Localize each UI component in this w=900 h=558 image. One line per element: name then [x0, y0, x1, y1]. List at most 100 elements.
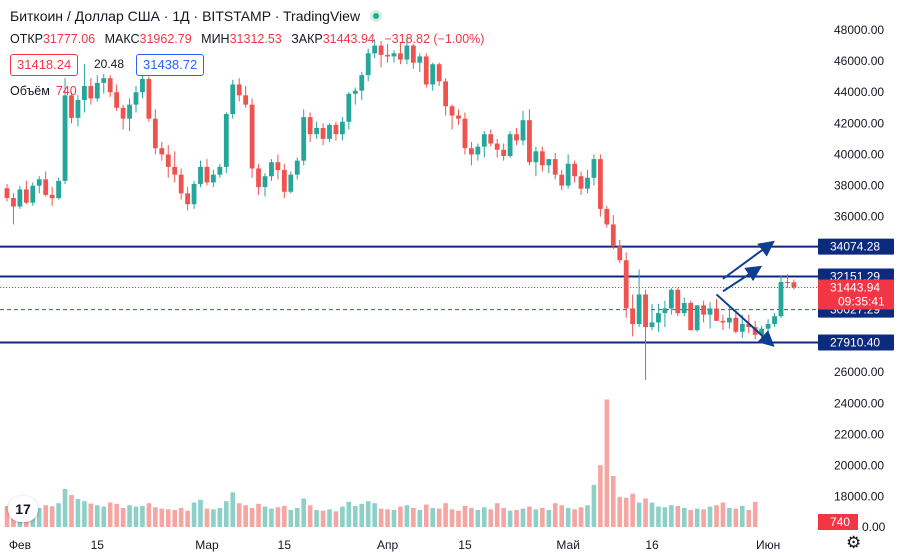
- volume-bar: [520, 508, 526, 527]
- volume-bar: [249, 507, 255, 527]
- y-tick-label: 38000.00: [834, 179, 884, 193]
- y-tick-label: 42000.00: [834, 116, 884, 130]
- buy-price-button[interactable]: 31438.72: [136, 54, 205, 76]
- level-price-tag: [818, 334, 894, 351]
- candle-body: [43, 179, 49, 195]
- volume-bar: [75, 499, 81, 527]
- candle-body: [101, 78, 107, 83]
- countdown-label: 09:35:41: [838, 295, 885, 309]
- sell-price-button[interactable]: 31418.24: [10, 54, 79, 76]
- candle-body: [585, 177, 590, 189]
- candle-body: [320, 127, 326, 139]
- candle-body: [559, 174, 565, 186]
- volume-bar: [365, 501, 371, 527]
- volume-bar: [675, 505, 681, 527]
- volume-bar: [578, 507, 584, 527]
- volume-bar: [740, 505, 745, 527]
- volume-bar: [417, 510, 423, 527]
- candle-body: [462, 118, 468, 149]
- candle-body: [636, 294, 642, 324]
- volume-bar: [185, 510, 190, 527]
- candle-body: [488, 134, 494, 144]
- candle-body: [30, 185, 36, 203]
- candle-body: [120, 107, 126, 119]
- candle-body: [281, 169, 287, 192]
- volume-bar: [488, 509, 494, 527]
- volume-bar: [752, 501, 758, 527]
- volume-bar: [153, 507, 158, 527]
- candle-body: [294, 160, 300, 175]
- candle-body: [23, 189, 29, 203]
- candle-body: [372, 45, 378, 54]
- volume-bar: [662, 507, 668, 527]
- volume-legend: Объём 740: [10, 84, 77, 98]
- volume-bar: [230, 492, 236, 527]
- volume-bar: [411, 507, 416, 527]
- candle-body: [598, 159, 603, 209]
- candle-body: [449, 106, 455, 116]
- candle-body: [56, 180, 61, 199]
- volume-bar: [681, 507, 687, 527]
- volume-bar: [353, 505, 358, 527]
- volume-bar: [4, 505, 10, 527]
- volume-bar: [88, 503, 94, 527]
- candle-body: [159, 148, 165, 155]
- settings-gear-icon[interactable]: ⚙: [846, 533, 862, 552]
- volume-bar: [630, 493, 635, 527]
- candle-body: [146, 78, 152, 119]
- separator: ·: [274, 8, 280, 24]
- x-tick-label: 16: [645, 538, 659, 552]
- y-tick-label: 44000.00: [834, 85, 884, 99]
- candle-body: [365, 53, 371, 76]
- x-tick-label: Апр: [377, 538, 399, 552]
- x-tick-label: 15: [278, 538, 292, 552]
- volume-bar: [694, 508, 700, 527]
- projection-arrow: [715, 293, 775, 347]
- candle-body: [772, 316, 777, 324]
- candle-body: [688, 302, 694, 331]
- candle-body: [494, 143, 500, 150]
- volume-bar: [643, 498, 648, 527]
- volume-bar: [101, 506, 107, 527]
- volume-bar: [340, 506, 345, 527]
- volume-bar: [501, 507, 506, 527]
- candle-body: [572, 163, 577, 177]
- candle-body: [204, 166, 210, 183]
- candle-body: [236, 84, 242, 96]
- volume-bar: [494, 503, 500, 527]
- candle-body: [475, 146, 481, 155]
- candle-body: [340, 121, 345, 135]
- candle-body: [256, 168, 261, 188]
- symbol-header[interactable]: Биткоин / Доллар США · 1Д · BITSTAMP · T…: [10, 8, 382, 24]
- candle-body: [694, 305, 700, 331]
- x-tick-label: 15: [91, 538, 105, 552]
- y-tick-label: 20000.00: [834, 459, 884, 473]
- y-tick-label: 48000.00: [834, 23, 884, 37]
- volume-bar: [404, 505, 410, 527]
- candle-body: [391, 53, 397, 57]
- market-status-icon: [369, 10, 382, 22]
- candle-body: [88, 85, 94, 99]
- volume-bar: [198, 499, 203, 527]
- candle-body: [178, 174, 184, 194]
- candle-body: [82, 85, 87, 100]
- y-tick-label: 26000.00: [834, 365, 884, 379]
- candle-body: [217, 166, 223, 175]
- candle-body: [314, 127, 319, 135]
- candle-body: [469, 148, 474, 155]
- y-tick-label: 24000.00: [834, 396, 884, 410]
- volume-bar: [95, 505, 100, 527]
- tradingview-logo-icon[interactable]: 17: [8, 496, 38, 522]
- y-tick-label: 36000.00: [834, 210, 884, 224]
- candle-body: [520, 120, 526, 141]
- candle-body: [94, 82, 100, 99]
- volume-bar: [165, 509, 171, 527]
- y-tick-label: 22000.00: [834, 427, 884, 441]
- interval[interactable]: 1Д: [172, 8, 190, 24]
- y-tick-label: 46000.00: [834, 54, 884, 68]
- candle-body: [191, 183, 197, 205]
- candle-body: [701, 305, 706, 315]
- candle-body: [610, 224, 616, 247]
- candle-body: [249, 104, 255, 169]
